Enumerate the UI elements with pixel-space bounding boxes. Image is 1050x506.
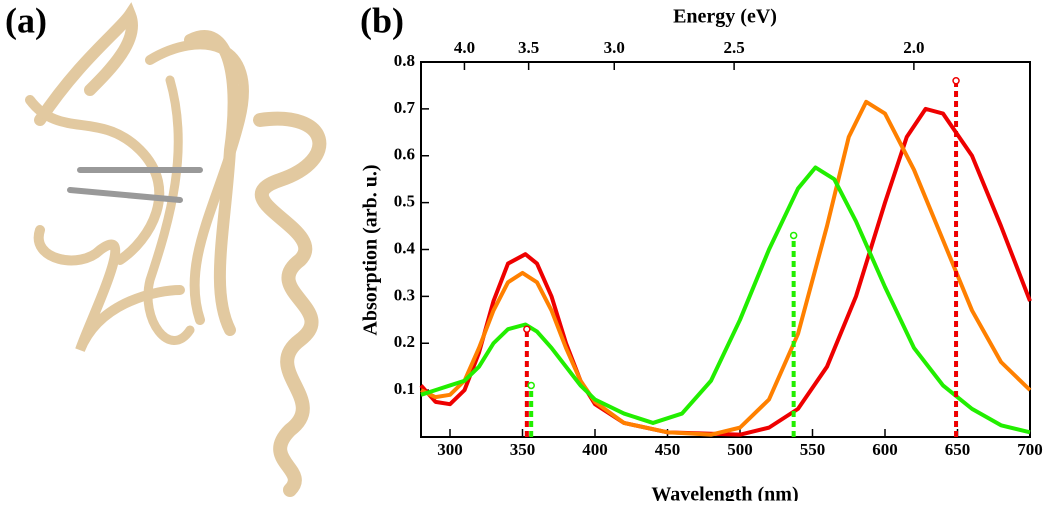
stick-marker bbox=[789, 231, 798, 240]
y-tick-label: 0.4 bbox=[394, 238, 416, 257]
x2-tick-label: 3.0 bbox=[604, 38, 625, 57]
y-tick-label: 0.1 bbox=[394, 379, 415, 398]
x-tick-label: 700 bbox=[1017, 440, 1043, 459]
x2-tick-label: 4.0 bbox=[454, 38, 475, 57]
protein-structure bbox=[25, 2, 327, 497]
absorption-curve bbox=[419, 106, 1032, 437]
stick-marker bbox=[527, 381, 535, 390]
x-tick-label: 350 bbox=[510, 440, 536, 459]
y-tick-label: 0.3 bbox=[394, 285, 415, 304]
y-tick-label: 0.6 bbox=[394, 145, 415, 164]
absorption-curve bbox=[420, 165, 1031, 435]
x-tick-label: 500 bbox=[727, 440, 753, 459]
x-tick-label: 650 bbox=[945, 440, 971, 459]
panel-label: (b) bbox=[360, 0, 404, 40]
y-tick-label: 0.5 bbox=[394, 192, 415, 211]
y-tick-label: 0.7 bbox=[394, 98, 416, 117]
x-tick-label: 600 bbox=[872, 440, 898, 459]
x-tick-label: 550 bbox=[800, 440, 826, 459]
panel-label: (a) bbox=[5, 0, 47, 40]
x-axis-label: Wavelength (nm) bbox=[651, 484, 798, 501]
x2-axis-label: Energy (eV) bbox=[673, 6, 777, 28]
y-tick-label: 0.8 bbox=[394, 51, 415, 70]
stick-marker bbox=[523, 325, 531, 333]
y-tick-label: 0.2 bbox=[394, 332, 415, 351]
x2-tick-label: 2.5 bbox=[723, 38, 744, 57]
x-tick-label: 400 bbox=[582, 440, 608, 459]
y-axis-label: Absorption (arb. u.) bbox=[360, 164, 382, 335]
absorption-curve bbox=[420, 99, 1032, 437]
x2-tick-label: 2.0 bbox=[903, 38, 924, 57]
x2-tick-label: 3.5 bbox=[518, 38, 539, 57]
x-tick-label: 450 bbox=[655, 440, 681, 459]
stick-marker bbox=[952, 77, 960, 85]
x-tick-label: 300 bbox=[437, 440, 463, 459]
